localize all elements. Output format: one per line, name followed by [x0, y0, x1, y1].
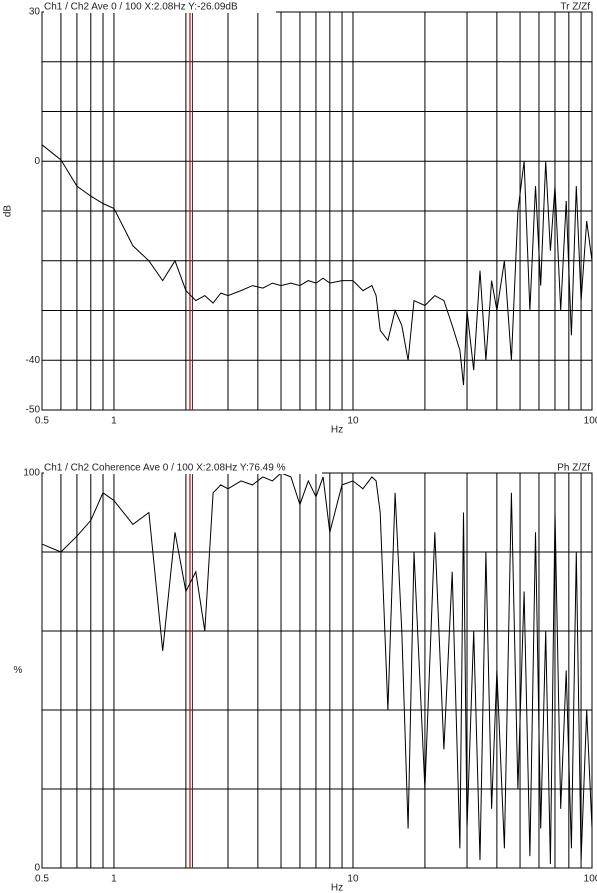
header-left: Ch1 / Ch2 Coherence Ave 0 / 100 X:2.08Hz… [44, 463, 286, 474]
y-axis-label: dB [3, 205, 14, 218]
plot-border [41, 11, 593, 411]
plot-border [41, 472, 593, 869]
header-right: Tr Z/Zf [560, 2, 590, 13]
y-tick-label: -40 [26, 355, 41, 366]
header-left: Ch1 / Ch2 Ave 0 / 100 X:2.08Hz Y:-26.09d… [44, 2, 238, 13]
data-line [41, 472, 593, 865]
y-axis-label: % [14, 665, 23, 676]
x-tick-label: 0.5 [35, 416, 49, 427]
x-tick-label: 10 [347, 874, 359, 885]
header-bg [44, 462, 322, 474]
header-right: Ph Z/Zf [557, 463, 590, 474]
y-tick-label: 0 [34, 156, 40, 167]
y-tick-label: -50 [26, 405, 41, 416]
data-line [41, 144, 593, 386]
y-tick-label: 0 [34, 863, 40, 874]
x-axis-label: Hz [331, 883, 343, 893]
x-tick-label: 0.5 [35, 874, 49, 885]
x-tick-label: 1 [111, 416, 117, 427]
x-tick-label: 10 [347, 416, 359, 427]
x-tick-label: 1 [111, 874, 117, 885]
x-tick-label: 100 [584, 416, 597, 427]
y-tick-label: 100 [23, 468, 40, 479]
y-tick-label: 30 [29, 7, 41, 18]
x-tick-label: 100 [584, 874, 597, 885]
header-bg [44, 1, 276, 13]
x-axis-label: Hz [331, 425, 343, 436]
